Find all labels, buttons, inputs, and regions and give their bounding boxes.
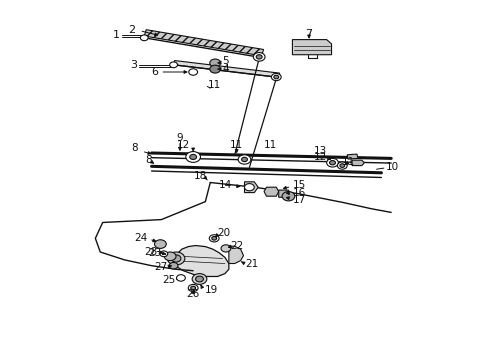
Circle shape (209, 65, 220, 73)
Circle shape (211, 237, 216, 240)
Circle shape (195, 276, 203, 282)
Text: 9: 9 (176, 133, 183, 143)
Text: 23: 23 (148, 248, 161, 258)
Text: 13: 13 (313, 146, 326, 156)
Text: 5: 5 (222, 56, 229, 66)
Text: 11: 11 (342, 157, 355, 167)
Text: 6: 6 (151, 67, 158, 77)
Circle shape (241, 157, 247, 162)
Circle shape (140, 35, 148, 41)
Text: 8: 8 (131, 143, 138, 153)
Text: 28: 28 (144, 247, 158, 257)
Circle shape (244, 184, 254, 191)
Text: 24: 24 (134, 233, 147, 243)
Text: 22: 22 (229, 240, 243, 251)
Text: 15: 15 (292, 180, 305, 190)
Circle shape (189, 154, 196, 159)
Polygon shape (144, 30, 263, 56)
Circle shape (169, 62, 177, 68)
Text: 27: 27 (154, 262, 167, 272)
Circle shape (337, 162, 346, 169)
Circle shape (192, 274, 206, 284)
Circle shape (190, 286, 195, 290)
Text: 7: 7 (305, 29, 312, 39)
Text: 20: 20 (217, 228, 230, 238)
Circle shape (271, 73, 281, 81)
Polygon shape (228, 246, 243, 264)
Text: 16: 16 (292, 188, 305, 198)
Polygon shape (278, 190, 289, 197)
Circle shape (169, 262, 178, 269)
Text: 26: 26 (186, 289, 200, 299)
Circle shape (326, 158, 338, 167)
Text: 18: 18 (193, 171, 207, 181)
Circle shape (167, 252, 184, 265)
Polygon shape (346, 154, 357, 159)
Circle shape (339, 164, 344, 167)
Text: 17: 17 (292, 195, 305, 205)
Circle shape (273, 75, 278, 79)
Circle shape (256, 55, 262, 59)
Polygon shape (244, 182, 258, 193)
Circle shape (154, 240, 166, 248)
Polygon shape (351, 160, 364, 166)
Circle shape (209, 59, 220, 67)
Circle shape (282, 192, 294, 201)
Polygon shape (175, 246, 228, 276)
Text: 12: 12 (313, 152, 326, 162)
Polygon shape (173, 60, 279, 77)
Circle shape (221, 245, 230, 252)
Circle shape (188, 284, 198, 292)
Circle shape (164, 252, 176, 261)
Text: 12: 12 (177, 140, 190, 150)
Text: 11: 11 (229, 140, 243, 150)
Text: 4: 4 (222, 64, 229, 74)
Polygon shape (292, 40, 331, 55)
Circle shape (209, 235, 219, 242)
Circle shape (160, 251, 167, 257)
Circle shape (171, 255, 181, 262)
Text: 1: 1 (113, 30, 120, 40)
Text: 11: 11 (207, 80, 220, 90)
Circle shape (253, 53, 264, 61)
Text: 19: 19 (204, 285, 217, 295)
Text: 21: 21 (245, 258, 258, 269)
Circle shape (329, 161, 335, 165)
Text: 10: 10 (385, 162, 398, 172)
Polygon shape (264, 187, 278, 196)
Text: 3: 3 (130, 60, 137, 70)
Text: 8: 8 (145, 155, 152, 165)
Text: 14: 14 (219, 180, 232, 190)
Circle shape (185, 152, 200, 162)
Text: 25: 25 (162, 275, 175, 285)
Circle shape (238, 155, 250, 164)
Text: 11: 11 (264, 140, 277, 150)
Circle shape (176, 275, 185, 281)
Circle shape (188, 69, 197, 75)
Text: 2: 2 (128, 24, 135, 35)
